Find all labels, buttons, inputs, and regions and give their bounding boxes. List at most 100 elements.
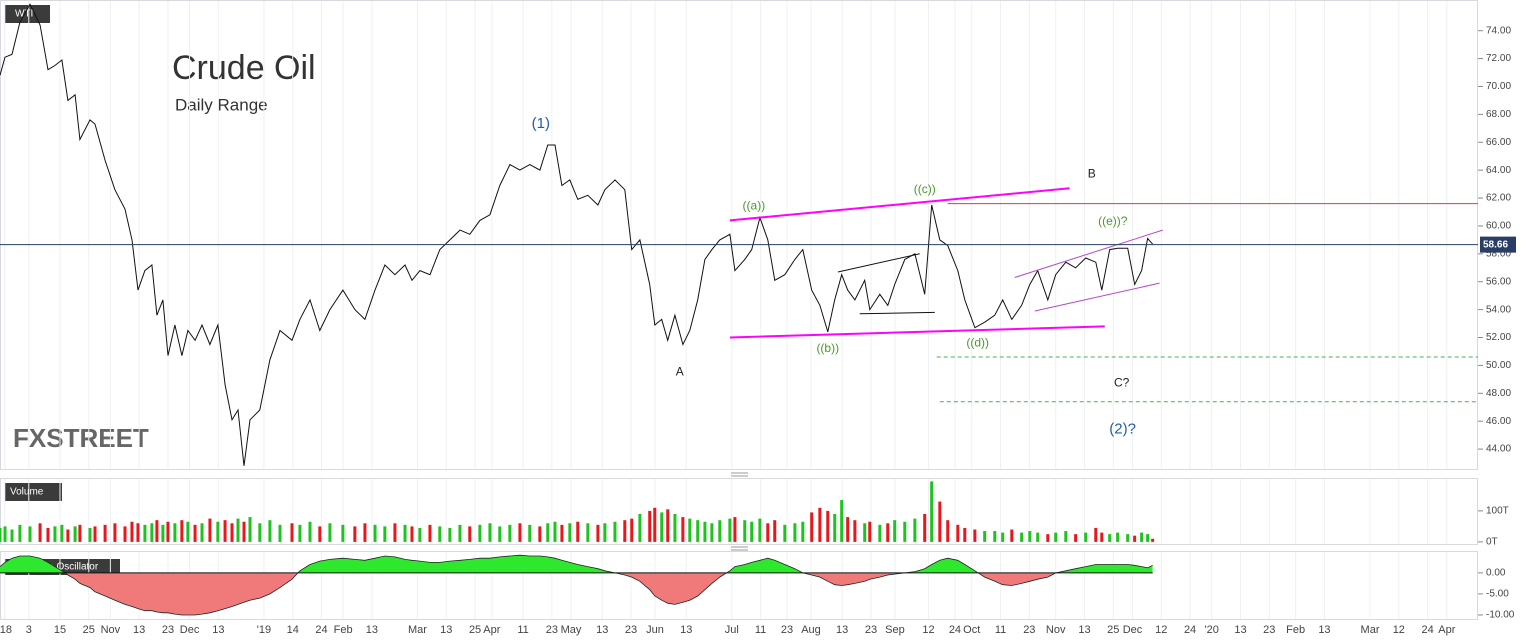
volume-bar — [458, 524, 462, 542]
volume-bar — [801, 521, 805, 542]
volume-bar — [383, 526, 387, 542]
y-tick-label: 70.00 — [1486, 81, 1511, 92]
x-tick-label: Apr — [1438, 624, 1455, 636]
wave-label: C? — [1114, 376, 1130, 390]
volume-bar — [103, 524, 107, 542]
panel-grip[interactable] — [731, 472, 748, 477]
volume-bar — [200, 523, 204, 542]
volume-bar — [863, 523, 867, 542]
x-tick-label: 23 — [625, 624, 637, 636]
x-tick-label: 13 — [596, 624, 608, 636]
wave-label: ((c)) — [914, 182, 936, 196]
volume-bar — [1140, 532, 1144, 542]
volume-bar — [596, 524, 600, 542]
volume-bar — [88, 527, 92, 542]
volume-bar — [236, 518, 240, 542]
volume-bar — [846, 517, 850, 542]
volume-bar — [1116, 532, 1120, 542]
volume-bar — [783, 524, 787, 542]
volume-bar — [886, 523, 890, 542]
wave-label: A — [676, 365, 684, 379]
volume-bar — [155, 520, 159, 542]
x-tick-label: Jun — [646, 624, 664, 636]
x-tick-label: 13 — [440, 624, 452, 636]
volume-bar — [130, 521, 134, 542]
volume-bar — [438, 526, 442, 542]
y-tick-label: 56.00 — [1486, 276, 1511, 287]
volume-bar — [468, 526, 472, 542]
x-tick-label: 11 — [517, 624, 528, 636]
volume-bar — [318, 526, 322, 542]
volume-bar — [903, 521, 907, 542]
volume-bar — [18, 524, 22, 542]
x-tick-label: 23 — [781, 624, 793, 636]
volume-panel — [0, 478, 1478, 545]
volume-bar — [308, 521, 312, 542]
x-tick-label: Feb — [334, 624, 353, 636]
volume-bar — [1084, 532, 1088, 542]
x-tick-label: Nov — [101, 624, 121, 636]
wave-label: (1) — [532, 115, 550, 132]
y-tick-label: 0.00 — [1486, 568, 1506, 579]
volume-bar — [3, 526, 7, 542]
volume-bar — [553, 521, 557, 542]
volume-bar — [638, 513, 642, 542]
volume-bar — [623, 520, 627, 542]
x-tick-label: 13 — [680, 624, 692, 636]
volume-bar — [560, 524, 564, 542]
volume-bar — [750, 521, 754, 542]
volume-bar — [403, 524, 407, 542]
volume-bar — [1108, 534, 1112, 542]
x-tick-label: 24 — [315, 624, 327, 636]
x-tick-label: 25 — [469, 624, 481, 636]
y-tick-label: 46.00 — [1486, 416, 1511, 427]
y-tick-label: 58.00 — [1486, 248, 1511, 259]
volume-bar — [603, 523, 607, 542]
y-tick-label: -5.00 — [1486, 589, 1509, 600]
trend-line — [837, 253, 920, 273]
y-tick-label: 62.00 — [1486, 193, 1511, 204]
trend-line — [1034, 282, 1160, 312]
x-tick-label: 23 — [1263, 624, 1275, 636]
x-tick-label: Dec — [1123, 624, 1143, 636]
x-tick-label: Apr — [483, 624, 500, 636]
panel-grip[interactable] — [731, 546, 748, 551]
volume-bar — [1046, 534, 1050, 542]
volume-bar — [508, 524, 512, 542]
y-tick-label: 66.00 — [1486, 137, 1511, 148]
volume-bar — [166, 521, 170, 542]
volume-bar — [568, 523, 572, 542]
volume-bar — [743, 520, 747, 542]
x-tick-label: Dec — [180, 624, 200, 636]
y-tick-label: 48.00 — [1486, 388, 1511, 399]
volume-bar — [733, 517, 737, 542]
volume-bar — [478, 524, 482, 542]
volume-bar — [488, 523, 492, 542]
chart-title: Crude Oil — [172, 49, 316, 87]
volume-bar — [818, 507, 822, 542]
volume-bar — [428, 524, 432, 542]
volume-bar — [53, 526, 57, 542]
watermark: FXSTREET — [13, 423, 149, 453]
x-tick-label: 12 — [922, 624, 934, 636]
volume-bar — [810, 512, 814, 542]
x-tick-label: Mar — [408, 624, 427, 636]
volume-bar — [893, 520, 897, 542]
volume-bar — [373, 524, 377, 542]
volume-bar — [518, 523, 522, 542]
volume-bar — [278, 524, 282, 542]
last-price-label: 58.66 — [1483, 239, 1508, 250]
y-tick-label: 64.00 — [1486, 165, 1511, 176]
volume-bar — [833, 513, 837, 542]
trend-line — [859, 311, 935, 315]
volume-bar — [46, 527, 50, 542]
volume-bar — [1151, 538, 1155, 542]
volume-bar — [703, 521, 707, 542]
volume-bar — [1010, 529, 1014, 542]
volume-bar — [983, 531, 987, 542]
last-price-box — [1480, 236, 1516, 253]
oscillator-panel — [0, 551, 1478, 620]
volume-bar — [673, 513, 677, 542]
volume-bar — [586, 523, 590, 542]
x-tick-label: 15 — [54, 624, 66, 636]
